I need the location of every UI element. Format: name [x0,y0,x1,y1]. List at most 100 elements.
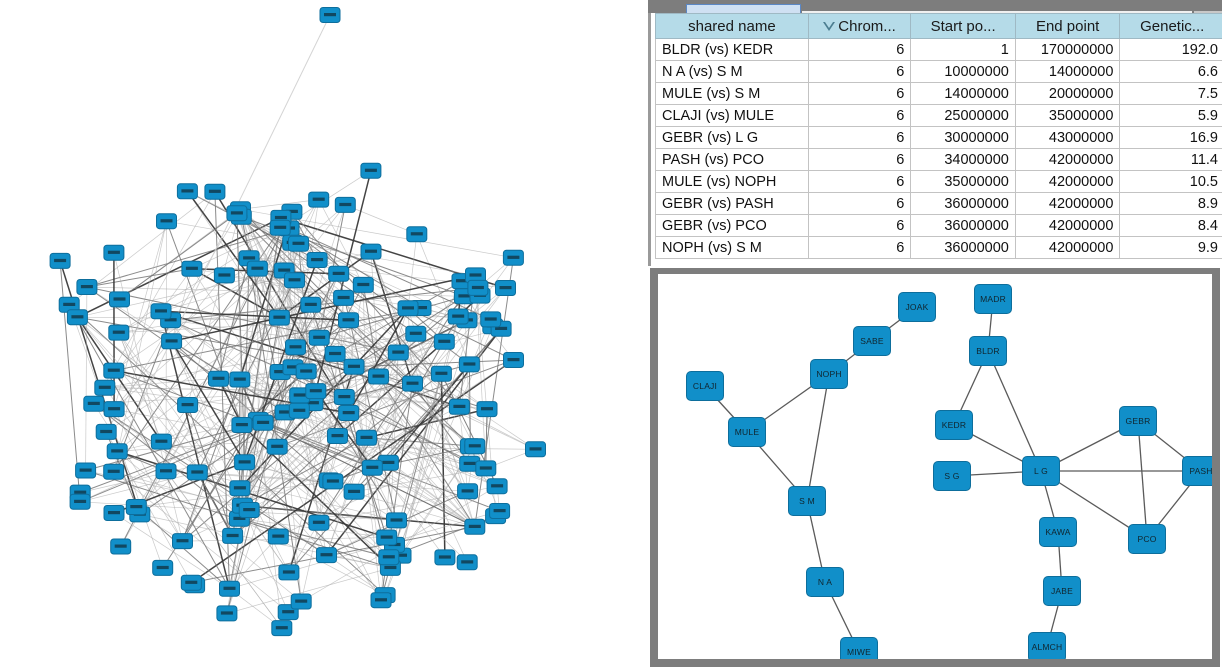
hairball-edge[interactable] [407,234,418,309]
hairball-edge[interactable] [244,462,327,556]
table-cell-genetic[interactable]: 8.9 [1119,192,1222,215]
hairball-node[interactable] [216,605,238,622]
hairball-node[interactable] [458,356,480,373]
hairball-node[interactable] [226,205,248,222]
hairball-node[interactable] [352,276,374,293]
column-header-start-point[interactable]: Start po... [910,13,1016,39]
network-node-sm[interactable]: S M [788,486,826,516]
hairball-edge[interactable] [299,410,498,487]
table-cell-start-point[interactable]: 30000000 [910,126,1016,149]
hairball-edge[interactable] [329,359,514,481]
hairball-node[interactable] [476,401,498,418]
hairball-node[interactable] [103,362,125,379]
table-row[interactable]: NOPH (vs) S M 6 36000000 42000000 9.9 [655,236,1222,259]
hairball-edge[interactable] [119,212,238,300]
table-row[interactable]: GEBR (vs) PCO 6 36000000 42000000 8.4 [655,214,1222,237]
hairball-node[interactable] [333,289,355,306]
hairball-node[interactable] [343,483,365,500]
hairball-edge[interactable] [116,14,331,452]
hairball-node[interactable] [231,417,253,433]
table-cell-genetic[interactable]: 16.9 [1119,126,1222,149]
hairball-node[interactable] [106,443,128,460]
hairball-edge[interactable] [68,304,230,589]
hairball-node[interactable] [177,397,199,413]
hairball-node[interactable] [156,213,177,230]
table-cell-chromosome[interactable]: 6 [807,60,912,83]
hairball-node[interactable] [103,244,125,261]
hairball-edge[interactable] [348,307,409,414]
table-cell-genetic[interactable]: 10.5 [1119,170,1222,193]
hairball-node[interactable] [234,454,256,471]
hairball-edge[interactable] [343,297,468,563]
hairball-node[interactable] [430,365,452,382]
hairball-node[interactable] [434,549,456,566]
hairball-node[interactable] [386,512,407,529]
hairball-node[interactable] [285,339,306,356]
hairball-edge[interactable] [239,379,279,537]
hairball-node[interactable] [176,183,198,200]
hairball-node[interactable] [305,383,327,400]
network-edge[interactable] [1137,420,1148,540]
hairball-node[interactable] [109,291,130,308]
hairball-node[interactable] [229,371,251,388]
hairball-edge[interactable] [240,199,319,210]
hairball-edge[interactable] [93,403,240,520]
hairball-node[interactable] [316,547,337,564]
hairball-node[interactable] [306,252,328,268]
hairball-node[interactable] [288,402,310,419]
table-cell-shared-name[interactable]: CLAJI (vs) MULE [655,104,809,127]
hairball-node[interactable] [447,308,469,325]
hairball-edge[interactable] [298,410,327,556]
column-header-genetic[interactable]: Genetic... [1119,13,1222,39]
table-cell-shared-name[interactable]: GEBR (vs) L G [655,126,809,149]
hairball-node[interactable] [525,441,546,458]
hairball-node[interactable] [83,395,105,412]
hairball-edge[interactable] [370,251,476,527]
hairball-edge[interactable] [191,268,280,319]
table-cell-shared-name[interactable]: N A (vs) S M [655,60,809,83]
column-header-shared-name[interactable]: shared name [655,13,809,39]
hairball-edge[interactable] [160,310,349,321]
hairball-node[interactable] [161,333,183,350]
table-cell-chromosome[interactable]: 6 [807,38,912,61]
hairball-node[interactable] [338,312,359,329]
hairball-edge[interactable] [170,340,246,463]
hairball-edge[interactable] [474,257,514,527]
table-cell-chromosome[interactable]: 6 [807,82,912,105]
table-cell-chromosome[interactable]: 6 [807,192,912,215]
hairball-edge[interactable] [288,522,320,573]
hairball-edge[interactable] [171,274,476,343]
hairball-edge[interactable] [279,317,399,353]
network-node-kawa[interactable]: KAWA [1039,517,1077,547]
hairball-node[interactable] [464,518,486,535]
network-node-almch[interactable]: ALMCH [1028,632,1066,659]
table-cell-shared-name[interactable]: PASH (vs) PCO [655,148,809,171]
hairball-node[interactable] [268,309,290,326]
hairball-node[interactable] [288,235,309,252]
hairball-node[interactable] [290,593,312,610]
hairball-node[interactable] [300,296,322,313]
hairball-edge[interactable] [343,284,364,398]
hairball-node[interactable] [402,375,423,392]
hairball-edge[interactable] [345,204,417,235]
hairball-node[interactable] [448,398,470,415]
hairball-edge[interactable] [113,221,167,472]
hairball-edge[interactable] [116,451,302,602]
hairball-edge[interactable] [113,307,422,372]
table-row[interactable]: CLAJI (vs) MULE 6 25000000 35000000 5.9 [655,104,1222,127]
hairball-node[interactable] [343,358,365,375]
hairball-edge[interactable] [485,409,488,469]
hairball-edge[interactable] [441,287,506,374]
hairball-node[interactable] [457,483,479,500]
hairball-edge[interactable] [241,410,300,506]
hairball-edge[interactable] [344,383,413,398]
hairball-edge[interactable] [86,268,192,288]
hairball-edge[interactable] [113,512,230,589]
hairball-node[interactable] [467,279,489,296]
table-row[interactable]: N A (vs) S M 6 10000000 14000000 6.6 [655,60,1222,83]
hairball-edge[interactable] [232,435,338,537]
hairball-node[interactable] [376,529,398,546]
hairball-edge[interactable] [229,510,500,590]
network-node-gebr[interactable]: GEBR [1119,406,1157,436]
hairball-node[interactable] [308,329,330,346]
